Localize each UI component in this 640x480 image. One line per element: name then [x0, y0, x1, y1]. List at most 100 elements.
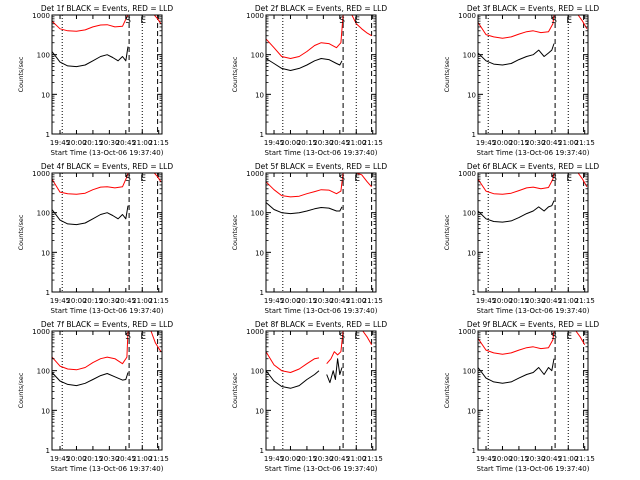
- detector-panel-7: Det 7f BLACK = Events, RED = LLD Counts/s…: [17, 320, 173, 473]
- detector-panel-6: Det 6f BLACK = Events, RED = LLD Counts/s…: [443, 162, 599, 315]
- y-tick-label: 100: [251, 52, 264, 60]
- detector-panel-9: Det 9f BLACK = Events, RED = LLD Counts/s…: [443, 320, 599, 473]
- x-tick-label: 20:15: [509, 139, 529, 147]
- x-tick-label: 21:00: [558, 455, 578, 463]
- y-tick-label: 1: [472, 447, 476, 455]
- x-axis-label: Start Time (13-Oct-06 19:37:40): [265, 307, 378, 315]
- y-tick-label: 100: [463, 210, 476, 218]
- detector-panel-1: Det 1f BLACK = Events, RED = LLD Counts/s…: [17, 4, 173, 157]
- start-marker-label: S: [339, 174, 345, 184]
- lld-line-seg-0: [477, 172, 555, 195]
- y-tick-label: 100: [463, 368, 476, 376]
- y-tick-label: 1000: [458, 12, 476, 20]
- x-tick-label: 20:30: [525, 297, 545, 305]
- y-tick-label: 100: [251, 210, 264, 218]
- events-line-seg-1: [326, 358, 343, 384]
- y-axis-label: Counts/sec: [231, 56, 239, 92]
- lld-line-seg-1: [577, 172, 588, 188]
- y-axis-label: Counts/sec: [443, 372, 451, 408]
- x-tick-label: 20:15: [83, 297, 103, 305]
- events-line-seg-0: [265, 370, 320, 389]
- events-line-seg-0: [265, 58, 343, 71]
- x-axis-label: Start Time (13-Oct-06 19:37:40): [51, 307, 164, 315]
- lld-line-seg-1: [153, 172, 162, 183]
- x-tick-label: 20:45: [116, 455, 136, 463]
- x-tick-label: 20:45: [330, 455, 350, 463]
- y-tick-label: 1000: [246, 170, 264, 178]
- lld-line-seg-0: [265, 172, 344, 198]
- x-tick-label: 20:15: [83, 455, 103, 463]
- x-tick-label: 20:00: [492, 455, 512, 463]
- plot-frame: [477, 14, 589, 135]
- plot-frame: [51, 14, 163, 135]
- start-marker-label: S: [551, 332, 557, 342]
- events-line-seg-0: [51, 372, 129, 387]
- detector-panel-2: Det 2f BLACK = Events, RED = LLD Counts/s…: [231, 4, 387, 157]
- y-tick-label: 10: [255, 407, 264, 415]
- x-tick-label: 20:00: [280, 297, 300, 305]
- end-marker-label: E: [354, 16, 360, 26]
- x-tick-label: 20:15: [509, 297, 529, 305]
- y-tick-label: 10: [467, 407, 476, 415]
- x-tick-label: 21:00: [346, 455, 366, 463]
- x-tick-label: 21:15: [363, 139, 383, 147]
- y-tick-label: 10: [255, 91, 264, 99]
- events-line-seg-0: [51, 205, 129, 226]
- x-tick-label: 20:00: [280, 455, 300, 463]
- x-tick-label: 20:30: [525, 139, 545, 147]
- y-tick-label: 1000: [32, 328, 50, 336]
- y-axis-label: Counts/sec: [443, 214, 451, 250]
- y-tick-label: 1: [46, 447, 50, 455]
- x-tick-label: 21:00: [132, 455, 152, 463]
- y-tick-label: 1: [260, 289, 264, 297]
- x-tick-label: 20:00: [66, 297, 86, 305]
- end-marker-label: E: [566, 332, 572, 342]
- x-tick-label: 20:45: [330, 139, 350, 147]
- x-tick-label: 20:45: [542, 297, 562, 305]
- x-tick-label: 19:45: [264, 297, 284, 305]
- y-tick-label: 1000: [32, 12, 50, 20]
- lld-line-seg-0: [477, 14, 555, 39]
- lld-line-seg-0: [51, 330, 129, 371]
- start-marker-label: S: [551, 174, 557, 184]
- start-marker-label: S: [551, 16, 557, 26]
- y-tick-label: 10: [467, 249, 476, 257]
- panel-title: Det 2f BLACK = Events, RED = LLD: [255, 4, 388, 13]
- x-axis-label: Start Time (13-Oct-06 19:37:40): [265, 149, 378, 157]
- plot-frame: [265, 330, 377, 451]
- x-tick-label: 21:00: [558, 139, 578, 147]
- x-tick-label: 21:15: [575, 139, 595, 147]
- start-marker-label: S: [125, 16, 131, 26]
- panel-title: Det 4f BLACK = Events, RED = LLD: [41, 162, 174, 171]
- y-tick-label: 1: [46, 131, 50, 139]
- y-axis-label: Counts/sec: [17, 214, 25, 250]
- y-tick-label: 1000: [32, 170, 50, 178]
- y-tick-label: 10: [467, 91, 476, 99]
- x-tick-label: 20:15: [509, 455, 529, 463]
- lld-line-seg-0: [51, 14, 129, 32]
- panel-title: Det 3f BLACK = Events, RED = LLD: [467, 4, 600, 13]
- x-tick-label: 20:30: [313, 297, 333, 305]
- y-tick-label: 1: [260, 447, 264, 455]
- plot-frame: [477, 172, 589, 293]
- lld-line-seg-0: [51, 172, 129, 195]
- x-tick-label: 21:00: [558, 297, 578, 305]
- x-tick-label: 21:15: [575, 455, 595, 463]
- y-tick-label: 1: [472, 131, 476, 139]
- end-marker-label: E: [140, 332, 146, 342]
- end-marker-label: E: [566, 16, 572, 26]
- lld-line-seg-1: [575, 330, 586, 346]
- lld-line-seg-1: [150, 330, 162, 352]
- y-axis-label: Counts/sec: [443, 56, 451, 92]
- panel-title: Det 9f BLACK = Events, RED = LLD: [467, 320, 600, 329]
- x-tick-label: 20:30: [99, 455, 119, 463]
- x-axis-label: Start Time (13-Oct-06 19:37:40): [477, 149, 590, 157]
- x-tick-label: 20:30: [99, 139, 119, 147]
- panel-title: Det 6f BLACK = Events, RED = LLD: [467, 162, 600, 171]
- x-tick-label: 20:15: [297, 139, 317, 147]
- x-tick-label: 21:15: [363, 455, 383, 463]
- x-tick-label: 19:45: [476, 297, 496, 305]
- x-tick-label: 21:00: [132, 139, 152, 147]
- detector-panel-8: Det 8f BLACK = Events, RED = LLD Counts/s…: [231, 320, 387, 473]
- x-tick-label: 20:00: [492, 297, 512, 305]
